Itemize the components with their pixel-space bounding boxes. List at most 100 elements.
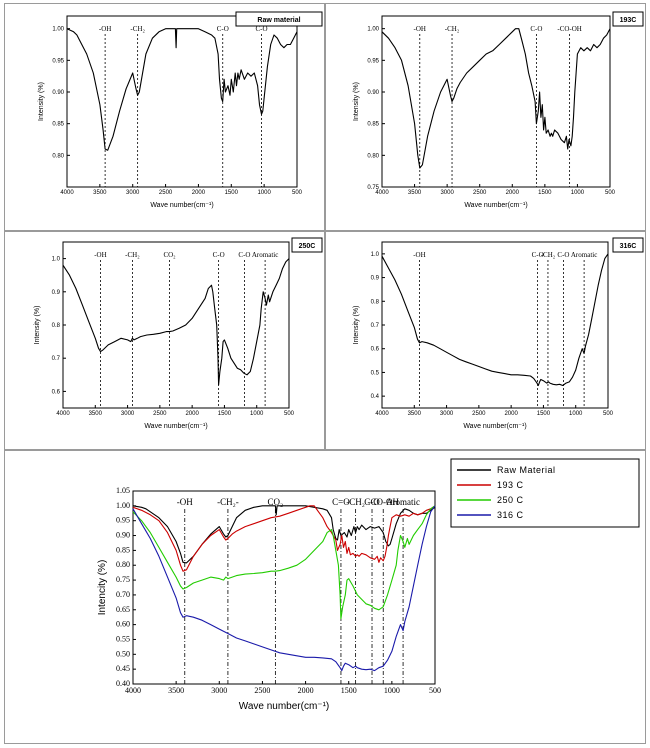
legend-entry: Raw Material: [497, 465, 556, 475]
band-label: -OH: [413, 251, 425, 259]
band-label: CO₂: [163, 251, 176, 259]
y-tick-label: 0.65: [116, 605, 130, 614]
y-tick-label: 0.70: [116, 590, 130, 599]
band-label: -CH₂: [346, 497, 365, 507]
band-label: C-O: [217, 25, 229, 33]
x-tick-label: 2500: [473, 190, 487, 196]
x-tick-label: 2000: [298, 686, 314, 695]
legend-entry: 316 C: [497, 510, 524, 520]
y-axis-label: Intensity (%): [38, 82, 45, 121]
y-tick-label: 0.85: [367, 122, 379, 128]
x-tick-label: 500: [605, 190, 616, 196]
x-tick-label: 2500: [472, 411, 486, 417]
y-tick-label: 1.00: [52, 27, 64, 33]
band-label: -CO-OH: [557, 25, 582, 33]
band-label: -OH: [94, 251, 106, 259]
spectrum-line-series: [66, 28, 298, 151]
y-tick-label: 0.6: [52, 389, 61, 395]
y-axis-label: Intensity (%): [353, 82, 360, 121]
y-tick-label: 0.95: [116, 516, 130, 525]
band-label: CO₂: [268, 497, 284, 507]
x-tick-label: 1500: [538, 190, 552, 196]
y-tick-label: 0.4: [371, 394, 380, 400]
y-tick-label: 0.40: [116, 679, 130, 688]
x-tick-label: 4000: [375, 411, 389, 417]
spectrum-line-series: [381, 28, 611, 169]
y-tick-label: 0.75: [116, 575, 130, 584]
y-tick-label: 0.90: [52, 90, 64, 96]
x-tick-label: 2500: [159, 190, 173, 196]
x-axis-label: Wave number(cm⁻¹): [144, 423, 207, 430]
sample-tag: 250C: [299, 243, 316, 250]
y-tick-label: 0.5: [371, 370, 380, 376]
band-label: -CH₂: [130, 25, 145, 33]
sample-tag: 193C: [620, 17, 637, 24]
x-tick-label: 3500: [408, 411, 422, 417]
y-tick-label: 0.80: [116, 560, 130, 569]
x-tick-label: 500: [284, 411, 295, 417]
y-tick-label: 1.00: [116, 501, 130, 510]
band-label: Aromatic: [386, 497, 420, 507]
x-tick-label: 1500: [218, 411, 232, 417]
x-tick-label: 2500: [254, 686, 270, 695]
y-tick-label: 0.7: [371, 323, 380, 329]
band-label: C-O: [364, 497, 380, 507]
y-tick-label: 0.8: [52, 323, 61, 329]
x-tick-label: 1000: [384, 686, 400, 695]
y-tick-label: 0.55: [116, 634, 130, 643]
y-tick-label: 0.50: [116, 649, 130, 658]
x-tick-label: 3000: [121, 411, 135, 417]
plot-frame: [381, 15, 611, 188]
x-tick-label: 2000: [185, 411, 199, 417]
band-label: C=O: [332, 497, 350, 507]
band-label: -CH₂: [125, 251, 140, 259]
x-tick-label: 3500: [89, 411, 103, 417]
spectrum-line-series: [381, 253, 609, 387]
band-label: -OH: [414, 25, 426, 33]
band-label: C-O: [532, 251, 544, 259]
y-axis-label: Intensity (%): [353, 306, 360, 345]
y-tick-label: 0.8: [371, 299, 380, 305]
legend-entry: 250 C: [497, 495, 524, 505]
y-tick-label: 1.0: [52, 257, 61, 263]
y-tick-label: 0.45: [116, 664, 130, 673]
band-label: C-O: [255, 25, 267, 33]
x-tick-label: 3000: [440, 411, 454, 417]
x-tick-label: 2000: [506, 190, 520, 196]
band-label: C-O: [557, 251, 569, 259]
spectrum-line-316-c: [132, 505, 436, 672]
250c-panel: 4000 3500 3000 2500 2000 1500 1000 500 0.6 0.7 0.8…: [4, 231, 325, 450]
band-label: -CH₂-: [217, 497, 239, 507]
y-tick-label: 0.7: [52, 356, 61, 362]
x-tick-label: 2500: [153, 411, 167, 417]
band-label: -OH: [177, 497, 193, 507]
y-tick-label: 0.95: [52, 58, 64, 64]
sample-tag-box: [612, 11, 644, 27]
y-tick-label: 0.80: [52, 153, 64, 159]
sample-tag: Raw material: [257, 17, 300, 24]
band-label: C-O: [213, 251, 225, 259]
y-tick-label: 0.80: [367, 153, 379, 159]
x-tick-label: 3500: [168, 686, 184, 695]
spectrum-line-193-c: [132, 505, 436, 572]
y-tick-label: 1.0: [371, 252, 380, 258]
y-tick-label: 0.6: [371, 347, 380, 353]
y-tick-label: 1.00: [367, 27, 379, 33]
legend-entry: 193 C: [497, 480, 524, 490]
y-tick-label: 0.95: [367, 58, 379, 64]
x-axis-label: Wave number(cm⁻¹): [239, 701, 329, 712]
band-label: -OH: [99, 25, 111, 33]
x-axis-label: Wave number(cm⁻¹): [463, 423, 526, 430]
sample-tag-box: [291, 237, 323, 253]
raw-material-chart: 4000 3500 3000 2500 2000 1500 1000 500 0.80 0.85 0…: [38, 11, 323, 209]
316c-chart: 4000 3500 3000 2500 2000 1500 1000 500 0.4 0.5 0.6…: [353, 237, 644, 430]
y-tick-label: 0.9: [52, 290, 61, 296]
x-tick-label: 3500: [408, 190, 422, 196]
x-tick-label: 3000: [440, 190, 454, 196]
x-tick-label: 4000: [125, 686, 141, 695]
x-tick-label: 1500: [341, 686, 357, 695]
x-tick-label: 1000: [257, 190, 271, 196]
y-axis-label: Intensity (%): [34, 306, 41, 345]
band-label: C-O: [238, 251, 250, 259]
x-tick-label: 2000: [504, 411, 518, 417]
